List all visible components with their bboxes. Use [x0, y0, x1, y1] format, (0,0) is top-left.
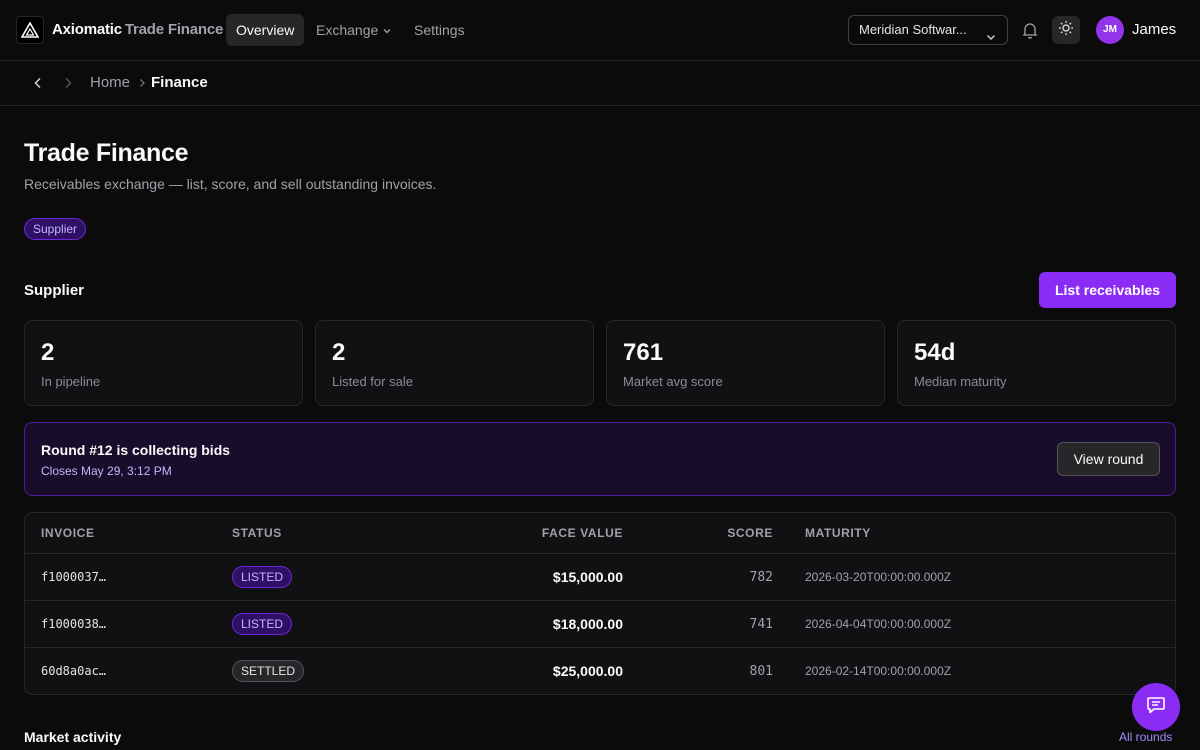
theme-toggle[interactable] — [1052, 16, 1080, 44]
nav-settings[interactable]: Settings — [404, 14, 475, 46]
role-badge: Supplier — [24, 218, 87, 240]
table-row[interactable]: f1000037… LISTED $15,000.00 782 2026-03-… — [25, 554, 1175, 601]
nav-exchange[interactable]: Exchange — [306, 14, 402, 46]
page-title: Trade Finance — [24, 139, 189, 167]
invoice-id[interactable]: 60d8a0ac… — [41, 664, 107, 678]
breadcrumb: Home Finance — [0, 61, 1200, 106]
chevron-right-icon — [136, 76, 148, 88]
maturity: 2026-02-14T00:00:00.000Z — [805, 664, 952, 678]
score: 782 — [749, 570, 773, 585]
avatar[interactable]: JM — [1096, 16, 1124, 44]
chevron-down-icon — [382, 15, 392, 47]
sun-icon — [1058, 20, 1074, 41]
all-rounds-link[interactable]: All rounds — [1119, 730, 1173, 744]
view-round-button[interactable]: View round — [1057, 442, 1160, 476]
face-value: $25,000.00 — [552, 663, 623, 679]
stat-label: Market avg score — [623, 374, 723, 389]
stat-label: Median maturity — [914, 374, 1007, 389]
chevron-left-icon[interactable] — [30, 75, 46, 91]
breadcrumb-current: Finance — [151, 74, 208, 91]
stat-label: Listed for sale — [332, 374, 413, 389]
score: 741 — [749, 617, 773, 632]
stat-value: 761 — [623, 339, 664, 366]
top-bar: Axiomatic Trade Finance Overview Exchange… — [0, 0, 1200, 61]
nav-settings-label: Settings — [414, 22, 465, 38]
chevron-right-icon[interactable] — [60, 75, 76, 91]
logo-icon[interactable] — [16, 16, 44, 44]
face-value: $18,000.00 — [552, 616, 623, 632]
user-name[interactable]: James — [1132, 21, 1177, 38]
table-header: INVOICE STATUS FACE VALUE SCORE MATURITY — [25, 513, 1175, 554]
organization-select-value: Meridian Softwar... — [859, 22, 967, 37]
score: 801 — [749, 664, 773, 679]
column-header-face-value[interactable]: FACE VALUE — [541, 526, 623, 540]
face-value: $15,000.00 — [552, 569, 623, 585]
maturity: 2026-04-04T00:00:00.000Z — [805, 617, 952, 631]
section-title-supplier: Supplier — [24, 282, 85, 299]
chat-button[interactable] — [1132, 683, 1180, 731]
column-header-invoice[interactable]: INVOICE — [41, 526, 95, 540]
status-badge: SETTLED — [232, 660, 305, 682]
stat-value: 54d — [914, 339, 956, 366]
stat-value: 2 — [332, 339, 346, 366]
invoices-table: INVOICE STATUS FACE VALUE SCORE MATURITY… — [24, 512, 1176, 695]
breadcrumb-home[interactable]: Home — [90, 74, 131, 91]
section-title-market-activity: Market activity — [24, 729, 122, 745]
nav-overview-label: Overview — [236, 22, 295, 38]
stat-label: In pipeline — [41, 374, 101, 389]
chevron-down-icon — [985, 25, 997, 53]
table-row[interactable]: f1000038… LISTED $18,000.00 741 2026-04-… — [25, 601, 1175, 648]
status-badge: LISTED — [232, 613, 293, 635]
chat-icon — [1145, 694, 1167, 721]
stat-card-maturity: 54d Median maturity — [897, 320, 1176, 406]
brand-subtitle: Trade Finance — [124, 21, 224, 38]
round-title: Round #12 is collecting bids — [41, 442, 231, 458]
list-receivables-button[interactable]: List receivables — [1039, 272, 1176, 308]
stat-card-avg-score: 761 Market avg score — [606, 320, 885, 406]
table-row[interactable]: 60d8a0ac… SETTLED $25,000.00 801 2026-02… — [25, 648, 1175, 694]
column-header-maturity[interactable]: MATURITY — [805, 526, 871, 540]
brand-name[interactable]: Axiomatic Trade Finance — [52, 21, 223, 38]
nav-exchange-label: Exchange — [316, 22, 379, 38]
nav-overview[interactable]: Overview — [226, 14, 305, 46]
stat-card-pipeline: 2 In pipeline — [24, 320, 303, 406]
column-header-status[interactable]: STATUS — [232, 526, 282, 540]
status-badge: LISTED — [232, 566, 293, 588]
stat-card-listed: 2 Listed for sale — [315, 320, 594, 406]
page-subtitle: Receivables exchange — list, score, and … — [24, 176, 437, 192]
column-header-score[interactable]: SCORE — [727, 526, 773, 540]
stat-value: 2 — [41, 339, 55, 366]
invoice-id[interactable]: f1000038… — [41, 617, 107, 631]
brand-title: Axiomatic — [52, 21, 122, 38]
organization-select[interactable]: Meridian Softwar... — [848, 15, 1008, 45]
invoice-id[interactable]: f1000037… — [41, 570, 107, 584]
bell-icon[interactable] — [1019, 19, 1041, 41]
maturity: 2026-03-20T00:00:00.000Z — [805, 570, 952, 584]
round-closes: Closes May 29, 3:12 PM — [41, 464, 172, 478]
round-banner: Round #12 is collecting bids Closes May … — [24, 422, 1176, 496]
